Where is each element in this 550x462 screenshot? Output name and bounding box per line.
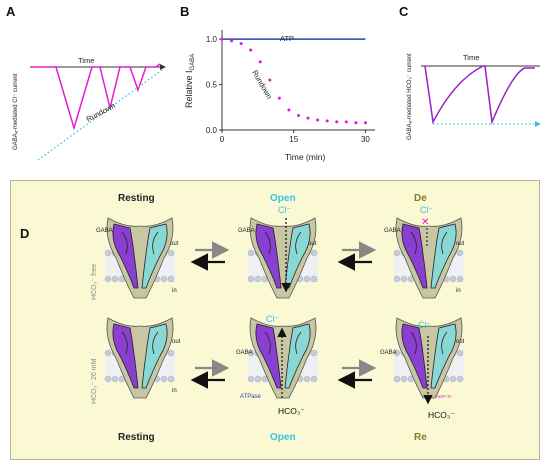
bottom-re-adp: ADP+Pᵢ [436,394,452,399]
top-de-in: in [456,288,461,294]
panel-b-axes: 0 15 30 0.0 0.5 1.0 [206,30,375,144]
bottom-re-out: out [456,339,465,345]
bottom-re-cl: Cl⁻ [418,320,431,330]
b-rundown-point [363,121,367,125]
b-rundown-point [354,121,358,125]
panel-a-trace [30,63,161,131]
bottom-open-atpase: ATPase [240,394,262,400]
panel-b-letter: B [180,4,189,19]
b-y-tick-label: 0.0 [206,126,218,135]
panel-b-atp-label: ATP [280,34,294,43]
top-de-out: out [456,241,465,247]
b-y-tick-label: 0.5 [206,81,218,90]
top-resting-out: out [170,241,179,247]
b-rundown-point [268,78,272,82]
panel-b-ylabel-main: Relative I [184,70,194,108]
b-rundown-point [220,37,224,41]
bottom-resting-out: out [172,339,181,345]
b-rundown-point [277,96,281,100]
top-resting-title: Resting [118,193,155,204]
panel-a-arrowhead [160,64,166,70]
panel-b-ylabel-sub: GABA [190,54,196,71]
panel-a-time-label: Time [78,56,94,65]
panel-c-trace [424,65,535,125]
bottom-re-hco3: HCO₃⁻ [428,410,455,420]
bottom-resting-title: Resting [118,432,155,443]
top-de-gaba-tag: GABA [384,228,401,234]
top-de-block-mark: ✕ [421,217,429,228]
top-open-title: Open [270,193,296,204]
panel-c-ylabel: GABAₐ-mediated HCO₃⁻ current [407,53,413,140]
bottom-open-hco3: HCO₃⁻ [278,406,305,416]
bottom-open-title: Open [270,432,296,443]
top-open-cl: Cl⁻ [278,205,291,215]
top-de-cl: Cl⁻ [420,205,433,215]
b-x-tick-label: 30 [361,135,370,144]
b-x-tick-label: 15 [289,135,298,144]
b-rundown-point [325,119,329,123]
b-rundown-point [258,60,262,64]
panel-a-letter: A [6,4,16,19]
bottom-re-gaba-tag: GABA [380,350,397,356]
top-open-gaba-tag: GABA [238,228,255,234]
panel-c-arrowhead [535,121,541,127]
panel-b-ylabel: Relative IGABA [184,54,196,108]
top-resting-gaba-tag: GABA [96,228,113,234]
panel-a: A GABAₐ-mediated Cl⁻ current Time Rundow… [6,4,166,161]
panel-a-ylabel: GABAₐ-mediated Cl⁻ current [13,73,19,150]
bottom-open-gaba-tag: GABA [236,350,253,356]
panel-b-marks [220,37,367,125]
b-rundown-point [316,118,320,122]
b-y-tick-label: 1.0 [206,35,218,44]
b-x-tick-label: 0 [220,135,225,144]
top-resting-in: in [172,288,177,294]
panel-a-rundown-line [37,69,163,161]
bottom-re-title: Re [414,432,427,443]
top-side-label: HCO₃⁻ free [91,264,98,300]
b-rundown-point [249,48,253,52]
b-rundown-point [306,116,310,120]
b-rundown-point [239,42,243,46]
b-rundown-point [287,108,291,112]
panel-c: C GABAₐ-mediated HCO₃⁻ current Time [399,4,541,140]
b-rundown-point [297,113,300,117]
bottom-side-label: HCO₃⁻ 26 mM [91,358,98,404]
top-de-title: De [414,193,427,204]
panel-b: B Relative IGABA 0 15 300.00.51.0 ATP Rund… [180,4,375,162]
panel-d-letter: D [20,226,29,241]
panel-c-letter: C [399,4,409,19]
b-rundown-point [344,120,348,124]
panel-b-xlabel: Time (min) [285,152,325,162]
b-rundown-point [335,120,339,124]
bottom-resting-in: in [172,388,177,394]
bottom-open-cl: Cl⁻ [266,314,279,324]
panel-c-time-label: Time [463,53,479,62]
top-open-out: out [308,241,317,247]
b-rundown-point [230,39,234,43]
